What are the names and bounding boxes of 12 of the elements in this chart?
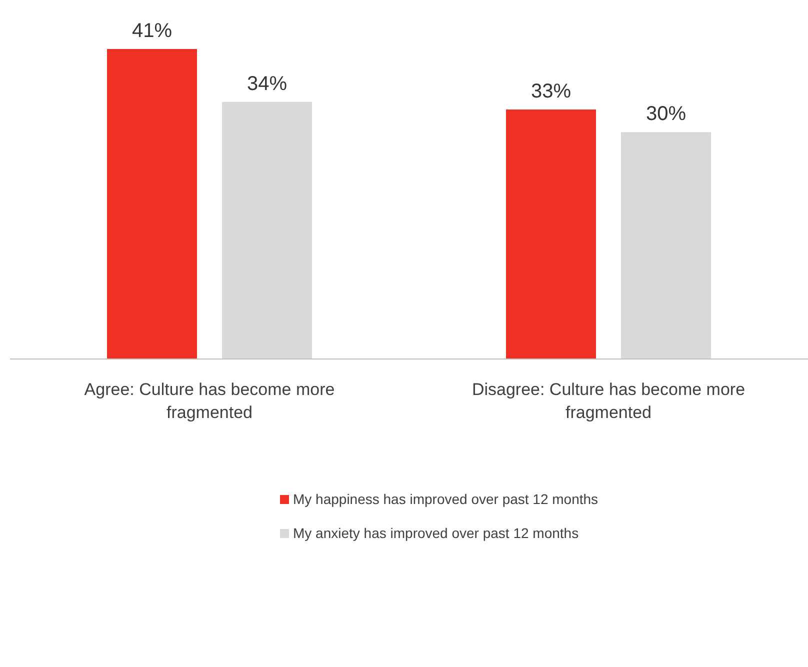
x-tick-label: Disagree: Culture has become more fragmented <box>472 380 746 422</box>
bar <box>621 132 711 359</box>
legend-label: My happiness has improved over past 12 months <box>293 491 598 507</box>
data-label: 41% <box>132 20 172 42</box>
legend-label: My anxiety has improved over past 12 months <box>293 525 579 541</box>
x-tick-label: Agree: Culture has become more fragmented <box>84 380 335 422</box>
data-label: 33% <box>530 80 572 102</box>
bar <box>506 109 596 359</box>
bar <box>222 102 312 359</box>
bar <box>107 49 197 359</box>
data-label: 30% <box>646 103 686 126</box>
data-label: 34% <box>246 72 288 95</box>
